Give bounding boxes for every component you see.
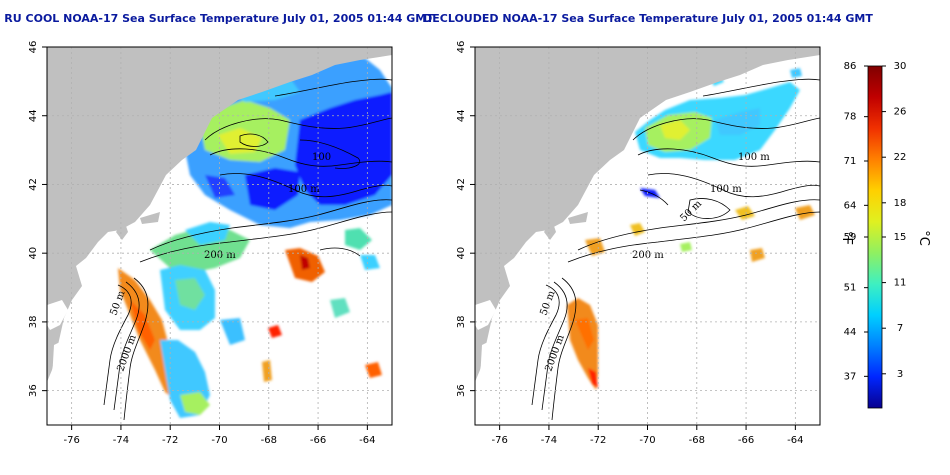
colorbar-fahrenheit-ticks: 86 78 71 64 59 51 44 37 — [844, 61, 868, 382]
left-map-grid — [47, 46, 392, 425]
colorbar-fahrenheit-tick-label-5: 51 — [844, 283, 857, 294]
colorbar-celsius-tick-label-1: 26 — [894, 107, 907, 118]
right-map-title: DECLOUDED NOAA-17 Sea Surface Temperatur… — [423, 12, 873, 25]
colorbar-celsius-tick-label-5: 11 — [894, 278, 907, 289]
right-map-lon-tick-label-3: -70 — [639, 435, 655, 446]
colorbar-fahrenheit-tick-label-2: 71 — [844, 156, 857, 167]
left-contour-label-200m: 200 m — [204, 250, 236, 261]
left-map-lon-tick-label-6: -64 — [359, 435, 375, 446]
right-map-land — [475, 47, 820, 382]
colorbar-celsius-tick-label-2: 22 — [894, 152, 907, 163]
right-map-contours — [531, 78, 820, 421]
left-map: 100 100 m 200 m 50 m 2000 m -76 -74 -72 -70… — [28, 41, 393, 446]
right-map-lon-tick-label-6: -64 — [787, 435, 803, 446]
colorbar-ramp — [867, 65, 883, 409]
left-map-lat-tick-label-3: 42 — [28, 178, 39, 191]
right-map-lon-tick-label-2: -72 — [590, 435, 606, 446]
left-map-title: RU COOL NOAA-17 Sea Surface Temperature … — [4, 12, 434, 25]
left-map-lat-tick-label-1: 38 — [28, 316, 39, 329]
right-contour-label-100m-b: 100 m — [710, 184, 742, 195]
colorbar-celsius-tick-label-4: 15 — [894, 232, 907, 243]
right-map-lat-tick-label-5: 46 — [456, 41, 467, 54]
colorbar-celsius-tick-label-7: 3 — [897, 369, 903, 380]
colorbar-celsius-tick-label-0: 30 — [894, 61, 907, 72]
right-map: 100 m 100 m 50 m 200 m 50 m 2000 m -76 -7… — [456, 41, 821, 446]
right-map-grid — [475, 46, 820, 425]
left-contour-label-100: 100 — [312, 152, 331, 163]
left-map-lon-tick-label-1: -74 — [113, 435, 129, 446]
colorbar-fahrenheit-tick-label-1: 78 — [844, 112, 857, 123]
right-contour-label-200m: 200 m — [632, 250, 664, 261]
left-map-lat-axis: 36 38 40 42 44 46 — [28, 41, 47, 397]
colorbar-fahrenheit-tick-label-7: 37 — [844, 371, 857, 382]
left-contour-label-100m: 100 m — [288, 184, 320, 195]
right-map-lat-tick-label-2: 40 — [456, 247, 467, 260]
left-map-land — [47, 47, 392, 382]
left-map-lon-tick-label-5: -66 — [310, 435, 326, 446]
colorbar-fahrenheit-tick-label-3: 64 — [844, 200, 857, 211]
left-map-lon-tick-label-2: -72 — [162, 435, 178, 446]
colorbar-celsius-tick-label-3: 18 — [894, 198, 907, 209]
right-map-lat-axis: 36 38 40 42 44 46 — [456, 41, 475, 397]
right-map-lon-tick-label-4: -68 — [689, 435, 705, 446]
right-map-lat-tick-label-3: 42 — [456, 178, 467, 191]
colorbar-celsius-tick-label-6: 7 — [897, 323, 903, 334]
right-map-lon-tick-label-5: -66 — [738, 435, 754, 446]
left-map-lon-axis: -76 -74 -72 -70 -68 -66 -64 — [63, 425, 376, 446]
right-map-lat-tick-label-1: 38 — [456, 316, 467, 329]
colorbar: 86 78 71 64 59 51 44 37 30 26 22 18 15 11 7 3 °F °C — [839, 61, 931, 409]
right-map-lat-tick-label-4: 44 — [456, 109, 467, 122]
left-map-lat-tick-label-5: 46 — [28, 41, 39, 54]
right-contour-label-100m-a: 100 m — [738, 152, 770, 163]
right-map-lat-tick-label-0: 36 — [456, 384, 467, 397]
left-map-lon-tick-label-3: -70 — [211, 435, 227, 446]
right-map-lon-tick-label-1: -74 — [541, 435, 557, 446]
right-map-lon-axis: -76 -74 -72 -70 -68 -66 -64 — [491, 425, 804, 446]
left-map-lat-tick-label-4: 44 — [28, 109, 39, 122]
left-map-lon-tick-label-0: -76 — [63, 435, 79, 446]
right-map-lon-tick-label-0: -76 — [491, 435, 507, 446]
colorbar-fahrenheit-tick-label-0: 86 — [844, 61, 857, 72]
colorbar-fahrenheit-unit: °F — [839, 231, 854, 245]
left-map-lat-tick-label-2: 40 — [28, 247, 39, 260]
colorbar-celsius-unit: °C — [916, 230, 931, 246]
left-map-lon-tick-label-4: -68 — [261, 435, 277, 446]
colorbar-fahrenheit-tick-label-6: 44 — [844, 327, 857, 338]
colorbar-celsius-ticks: 30 26 22 18 15 11 7 3 — [882, 61, 906, 380]
left-map-contours — [103, 78, 392, 421]
left-map-lat-tick-label-0: 36 — [28, 384, 39, 397]
colorbar-fahrenheit-tick-label-4: 59 — [844, 232, 857, 243]
